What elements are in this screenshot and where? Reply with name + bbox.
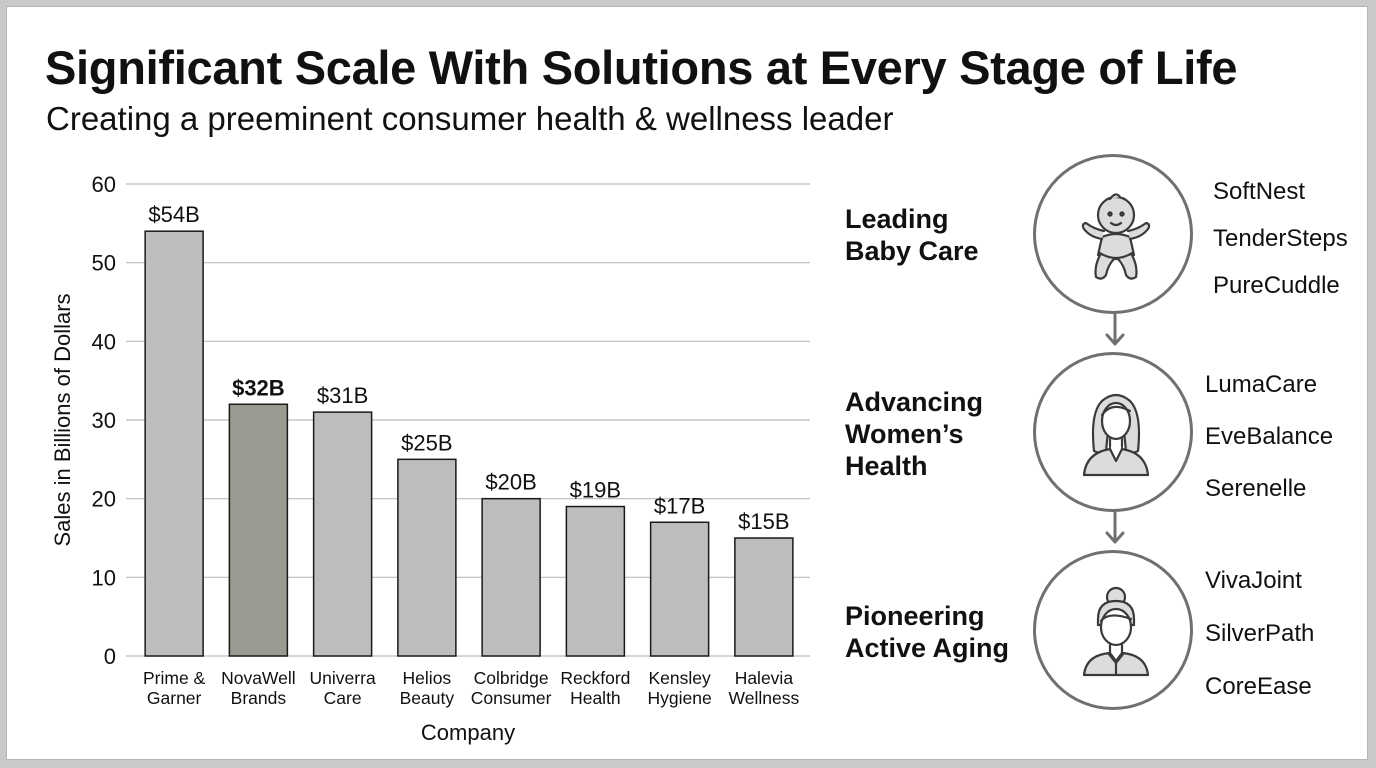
stage-label-womens-health: Advancing Women’s Health — [845, 386, 983, 482]
x-tick-label: NovaWell — [221, 668, 296, 688]
stage-label-line: Women’s — [845, 419, 964, 449]
data-label: $19B — [570, 478, 621, 503]
x-axis-label: Company — [421, 720, 515, 745]
bar — [397, 458, 457, 657]
x-tick-label: Helios — [403, 668, 452, 688]
x-tick-label: Garner — [147, 688, 202, 708]
brand-tendersteps: TenderSteps — [1213, 225, 1348, 252]
brand-coreease: CoreEase — [1205, 673, 1312, 700]
bar — [312, 411, 373, 657]
x-tick-label: Colbridge — [474, 668, 549, 688]
data-label: $32B — [232, 375, 285, 400]
bar — [144, 230, 204, 657]
x-tick-label: Kensley — [648, 668, 711, 688]
down-arrow-icon — [1105, 511, 1125, 544]
y-tick-label: 30 — [92, 408, 116, 433]
stage-label-baby-care: Leading Baby Care — [845, 203, 979, 267]
page-subtitle: Creating a preeminent consumer health & … — [46, 100, 894, 137]
data-label: $20B — [485, 470, 536, 495]
data-label: $31B — [317, 383, 368, 408]
elderly-woman-icon — [1082, 586, 1150, 677]
page-title: Significant Scale With Solutions at Ever… — [45, 41, 1238, 94]
bar — [481, 497, 541, 657]
x-tick-label: Halevia — [735, 668, 794, 688]
baby-icon — [1081, 193, 1151, 280]
bar — [734, 537, 794, 657]
brand-silverpath: SilverPath — [1205, 620, 1315, 647]
y-tick-label: 10 — [92, 565, 116, 590]
bar — [228, 403, 289, 657]
x-tick-label: Reckford — [560, 668, 630, 688]
brand-softnest: SoftNest — [1213, 178, 1306, 205]
down-arrow-icon — [1105, 313, 1125, 346]
brand-vivajoint: VivaJoint — [1205, 567, 1302, 594]
stage-label-line: Advancing — [845, 387, 984, 417]
stage-circle-womens-health — [1033, 352, 1193, 512]
x-tick-label: Beauty — [400, 688, 455, 708]
x-tick-label: Univerra — [310, 668, 376, 688]
data-label: $25B — [401, 430, 452, 455]
stage-label-active-aging: Pioneering Active Aging — [845, 600, 1009, 664]
x-tick-label: Wellness — [729, 688, 800, 708]
x-tick-label: Health — [570, 688, 621, 708]
brand-lumacare: LumaCare — [1205, 371, 1318, 398]
x-tick-label: Prime & — [143, 668, 206, 688]
stage-label-line: Baby Care — [845, 236, 979, 266]
y-tick-label: 50 — [92, 251, 116, 276]
bar — [565, 505, 626, 657]
bar — [649, 521, 710, 657]
sales-bar-chart: 0 10 20 30 40 50 60 Sales in Billions of Dollar… — [50, 172, 810, 745]
stage-circle-baby-care — [1033, 154, 1193, 314]
stage-label-line: Health — [845, 451, 928, 481]
stage-label-line: Active Aging — [845, 633, 1010, 663]
y-axis-label: Sales in Billions of Dollars — [50, 293, 75, 546]
y-tick-label: 40 — [92, 329, 116, 354]
x-tick-label: Care — [324, 688, 362, 708]
brand-serenelle: Serenelle — [1205, 475, 1307, 502]
woman-icon — [1082, 393, 1150, 477]
x-tick-label: Brands — [231, 688, 287, 708]
data-label: $15B — [738, 509, 789, 534]
y-tick-label: 60 — [92, 172, 116, 197]
data-label: $17B — [654, 493, 705, 518]
stage-label-line: Pioneering — [845, 601, 985, 631]
y-tick-label: 0 — [104, 644, 116, 669]
brand-evebalance: EveBalance — [1205, 423, 1334, 450]
x-tick-label: Hygiene — [648, 688, 712, 708]
brand-purecuddle: PureCuddle — [1213, 272, 1340, 299]
stage-label-line: Leading — [845, 204, 949, 234]
stage-circle-active-aging — [1033, 550, 1193, 710]
data-label: $54B — [148, 202, 199, 227]
x-tick-label: Consumer — [471, 688, 552, 708]
y-tick-label: 20 — [92, 487, 116, 512]
